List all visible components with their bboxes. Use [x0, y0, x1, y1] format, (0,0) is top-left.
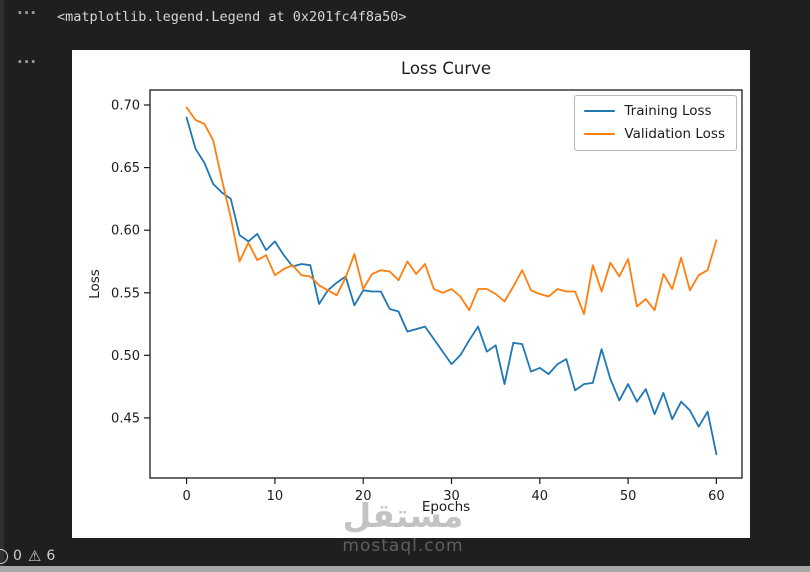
window-bottom-strip — [0, 566, 810, 572]
legend-entry-training: Training Loss — [584, 103, 725, 119]
training-line-swatch — [584, 109, 616, 113]
x-tick-label: 0 — [182, 489, 190, 504]
y-tick-label: 0.55 — [111, 286, 140, 301]
warnings-count: 6 — [46, 548, 56, 564]
notebook-output-repr: <matplotlib.legend.Legend at 0x201fc4f8a… — [57, 9, 407, 25]
chart-svg: 0 10 20 30 40 50 60 0.45 0.50 0.55 0.60 0.65 0.70 — [111, 89, 743, 504]
legend-label: Validation Loss — [624, 126, 725, 142]
y-tick-label: 0.45 — [111, 411, 140, 426]
problems-warnings-indicator[interactable]: ⚠ 6 — [28, 548, 55, 564]
matplotlib-figure: 0 10 20 30 40 50 60 0.45 0.50 0.55 0.60 0.65 0.70 Lo… — [72, 50, 750, 538]
x-tick-label: 10 — [267, 489, 284, 504]
x-tick-label: 20 — [355, 489, 372, 504]
x-tick-label: 50 — [620, 489, 637, 504]
problems-errors-indicator[interactable]: 0 — [0, 548, 22, 564]
legend-entry-validation: Validation Loss — [584, 126, 725, 142]
x-tick-label: 60 — [708, 489, 725, 504]
legend-label: Training Loss — [624, 103, 712, 119]
x-axis-label: Epochs — [421, 499, 471, 515]
circle-errors-icon — [0, 548, 8, 564]
y-tick-label: 0.60 — [111, 224, 140, 239]
errors-count: 0 — [13, 548, 22, 564]
watermark-site-text: mostaql.com — [342, 536, 464, 556]
x-tick-label: 40 — [532, 489, 549, 504]
series-line — [185, 106, 718, 315]
cell-output-collapse-toggle-2[interactable]: ··· — [17, 53, 38, 71]
chart-legend: Training Loss Validation Loss — [574, 95, 737, 151]
validation-line-swatch — [584, 132, 616, 136]
chart-title: Loss Curve — [400, 59, 492, 78]
axes-frame — [149, 89, 743, 479]
editor-left-edge — [0, 0, 4, 572]
status-bar: 0 ⚠ 6 — [0, 548, 55, 564]
y-axis-label: Loss — [87, 269, 103, 299]
y-tick-label: 0.50 — [111, 349, 140, 364]
cell-output-collapse-toggle[interactable]: ··· — [17, 4, 38, 22]
triangle-warning-icon: ⚠ — [27, 546, 42, 565]
y-tick-label: 0.70 — [111, 99, 140, 114]
series-line — [185, 116, 718, 456]
y-tick-label: 0.65 — [111, 161, 140, 176]
x-tick-label: 30 — [443, 489, 460, 504]
